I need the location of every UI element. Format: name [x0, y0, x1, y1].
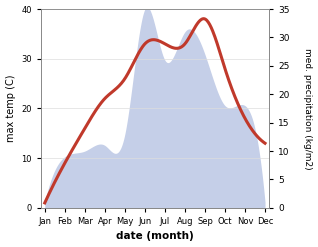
X-axis label: date (month): date (month): [116, 231, 194, 242]
Y-axis label: max temp (C): max temp (C): [5, 75, 16, 142]
Y-axis label: med. precipitation (kg/m2): med. precipitation (kg/m2): [303, 48, 313, 169]
